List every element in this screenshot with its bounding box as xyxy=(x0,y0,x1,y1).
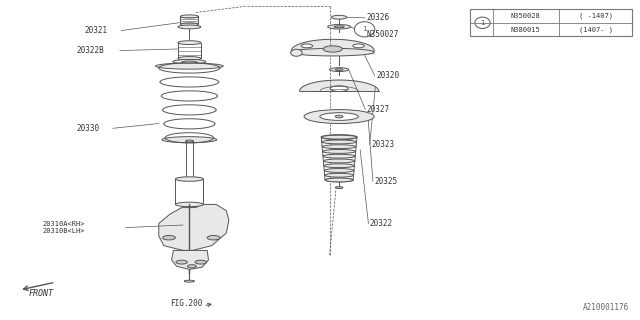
Ellipse shape xyxy=(335,69,343,70)
Ellipse shape xyxy=(175,177,204,181)
Ellipse shape xyxy=(180,23,198,26)
Text: 20322: 20322 xyxy=(370,219,393,228)
Ellipse shape xyxy=(475,17,490,28)
Ellipse shape xyxy=(334,26,344,28)
Text: 20323: 20323 xyxy=(371,140,394,148)
Ellipse shape xyxy=(330,86,348,92)
Text: FRONT: FRONT xyxy=(28,289,53,298)
Text: 20325: 20325 xyxy=(374,177,397,186)
Ellipse shape xyxy=(325,178,353,182)
Ellipse shape xyxy=(156,63,223,69)
Text: N350028: N350028 xyxy=(511,13,541,19)
Text: ( -1407): ( -1407) xyxy=(579,13,612,19)
Ellipse shape xyxy=(176,260,188,264)
Ellipse shape xyxy=(323,154,355,158)
Text: 20320: 20320 xyxy=(376,71,399,80)
Text: FIG.200: FIG.200 xyxy=(170,299,203,308)
Ellipse shape xyxy=(195,260,207,264)
Ellipse shape xyxy=(178,41,201,44)
Text: 20327: 20327 xyxy=(367,105,390,114)
Ellipse shape xyxy=(353,44,364,48)
Ellipse shape xyxy=(178,57,201,60)
Bar xyxy=(470,9,632,36)
Ellipse shape xyxy=(323,149,356,153)
Ellipse shape xyxy=(182,64,197,67)
Ellipse shape xyxy=(163,236,175,240)
Ellipse shape xyxy=(173,60,206,64)
Ellipse shape xyxy=(335,115,343,118)
Polygon shape xyxy=(159,204,229,251)
Ellipse shape xyxy=(320,113,358,120)
Text: N380015: N380015 xyxy=(511,27,541,33)
Ellipse shape xyxy=(175,202,204,207)
Ellipse shape xyxy=(207,236,220,240)
Ellipse shape xyxy=(304,109,374,124)
Ellipse shape xyxy=(180,15,198,18)
Ellipse shape xyxy=(301,44,313,48)
Ellipse shape xyxy=(184,280,195,282)
Text: 20310A<RH>: 20310A<RH> xyxy=(43,221,85,227)
Ellipse shape xyxy=(355,22,375,37)
Text: 1: 1 xyxy=(480,20,484,26)
Ellipse shape xyxy=(323,159,355,163)
Ellipse shape xyxy=(324,164,355,168)
Ellipse shape xyxy=(186,140,193,142)
Polygon shape xyxy=(300,80,379,91)
Polygon shape xyxy=(172,251,209,269)
Ellipse shape xyxy=(322,145,356,148)
Text: 20330: 20330 xyxy=(77,124,100,133)
Text: 20322B: 20322B xyxy=(77,46,104,55)
Ellipse shape xyxy=(321,135,357,140)
Ellipse shape xyxy=(291,48,374,56)
Ellipse shape xyxy=(335,187,343,188)
Ellipse shape xyxy=(162,137,217,143)
Ellipse shape xyxy=(321,135,357,139)
Ellipse shape xyxy=(324,169,354,172)
Text: 20326: 20326 xyxy=(367,13,390,22)
Ellipse shape xyxy=(330,68,349,71)
Ellipse shape xyxy=(322,140,356,144)
Ellipse shape xyxy=(325,178,353,182)
Ellipse shape xyxy=(323,46,342,52)
Ellipse shape xyxy=(324,173,353,177)
Text: A210001176: A210001176 xyxy=(583,303,629,312)
Ellipse shape xyxy=(182,61,197,64)
Text: 1: 1 xyxy=(362,26,367,32)
Text: 20310B<LH>: 20310B<LH> xyxy=(43,228,85,234)
Ellipse shape xyxy=(328,25,351,29)
Ellipse shape xyxy=(178,25,201,29)
Ellipse shape xyxy=(291,49,302,56)
Ellipse shape xyxy=(188,265,196,268)
Ellipse shape xyxy=(332,15,347,19)
Text: (1407- ): (1407- ) xyxy=(579,26,612,33)
Text: N350027: N350027 xyxy=(367,30,399,39)
Text: 20321: 20321 xyxy=(84,26,108,35)
